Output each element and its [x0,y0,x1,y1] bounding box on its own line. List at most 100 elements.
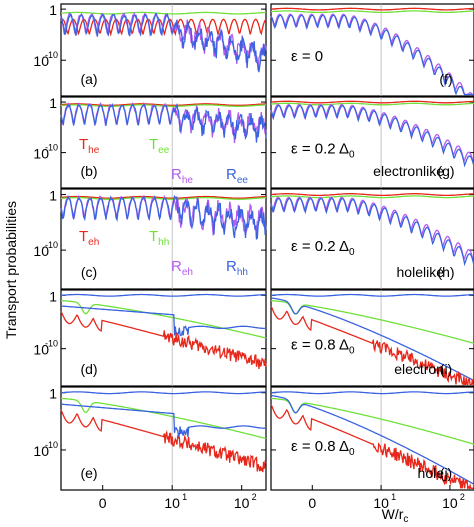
y-tick-label: 10 [33,53,49,69]
panel-label: (f) [439,71,452,87]
series-r-ee [61,391,267,395]
y-tick-label-exp: -10 [45,339,58,349]
series-r-ee [270,297,474,382]
series-label: Thh [149,228,169,248]
panel-i: (i) ε = 0.8 Δ0 electron [270,289,474,387]
x-tick-label: 10 [442,495,458,511]
series-t-he [270,305,474,386]
x-tick-label-exp: 2 [252,492,257,502]
series-r-he [60,11,267,71]
series-t-he [60,409,267,473]
x-tick-label-exp: 2 [460,492,465,502]
series-r-ee [270,14,474,96]
series-label: Rhh [226,258,248,278]
series-t-ee [270,397,474,445]
series-r-ee [60,102,267,143]
panel-label: (b) [80,163,97,179]
x-tick-label: 10 [164,495,180,511]
y-tick-label-exp: -10 [45,240,58,250]
series-r-ee [60,194,267,241]
panel-label: (c) [81,264,97,280]
y-tick-label: 10 [33,146,49,162]
epsilon-annotation: ε = 0.2 Δ0 [291,238,355,258]
x-tick-label: 10 [234,495,250,511]
panel-label: (g) [437,163,454,179]
series-label: Rhe [171,166,193,186]
panel-label: (e) [80,465,97,481]
x-tick-label-exp: 1 [182,492,187,502]
y-tick-label-exp: -10 [45,440,58,450]
series-t-ee [271,300,474,344]
panel-label: (j) [440,465,452,481]
series-r-ee [60,12,267,73]
y-tick-label: 10 [33,342,49,358]
panel-g: (g) ε = 0.2 Δ0 electronlike [270,96,474,189]
epsilon-annotation: ε = 0.2 Δ0 [291,140,355,160]
y-tick-label: 1 [49,188,57,204]
state-annotation: hole [418,465,445,481]
state-annotation: holelike [397,264,445,280]
state-annotation: electron [394,361,444,377]
series-t-ee [270,102,474,106]
series-t-ee [60,11,266,15]
panel-label: (a) [80,71,97,87]
series-r-ee [271,391,474,395]
series-r-ee [61,293,266,297]
series-r-ee [270,197,474,267]
panel-frame [60,96,267,189]
y-tick-label-exp: -10 [45,50,58,60]
panel-f: (f) ε = 0 [270,3,474,97]
panel-a: 1 10-10 (a) [33,2,267,97]
y-tick-label: 10 [33,243,49,259]
state-annotation: electronlike [373,163,444,179]
series-r-ee [270,104,474,168]
series-t-he [271,7,474,11]
y-tick-label-exp: -10 [45,143,58,153]
x-tick-label: 0 [99,495,107,511]
panel-label: (h) [437,264,454,280]
series-r-ee [61,403,266,438]
series-t-he [60,18,267,37]
series-t-ee [270,10,474,14]
series-label: Reh [171,258,193,278]
y-tick-label: 1 [49,288,57,304]
panel-e: 110-10(e)0 10 1 10 2 [33,386,267,511]
y-tick-label: 1 [49,386,57,402]
epsilon-annotation: ε = 0 [291,48,323,65]
panel-h: (h) ε = 0.2 Δ0 holelike [270,188,474,290]
x-tick-label: 0 [308,495,316,511]
series-t-ee [270,195,474,199]
panel-frame [60,386,267,491]
x-axis-label: W/rc [382,506,409,525]
series-t-ee [61,300,267,339]
x-tick-label-exp: 1 [391,492,396,502]
x-tick-label: 10 [373,495,389,511]
series-r-ee [271,394,474,485]
panel-d: 1 10-10 (d) [33,288,267,387]
epsilon-annotation: ε = 0.8 Δ0 [291,337,355,357]
series-label: The [79,136,100,156]
y-tick-label: 1 [49,95,57,111]
series-label: Tee [149,136,170,156]
series-t-ee [60,397,267,440]
y-tick-label: 10 [33,443,49,459]
panel-label: (i) [440,361,452,377]
series-t-he [270,193,474,197]
y-tick-label: 1 [49,2,57,18]
series-t-he [60,311,267,370]
series-r-ee [271,293,474,297]
series-t-he [270,100,474,104]
epsilon-annotation: ε = 0.8 Δ0 [291,438,355,458]
panel-frame [270,386,474,491]
series-label: Ree [226,166,248,186]
panel-frame [60,188,267,290]
panel-frame [60,289,267,387]
panel-label: (d) [80,361,97,377]
series-label: Teh [79,228,99,248]
series-r-ee [60,305,266,337]
